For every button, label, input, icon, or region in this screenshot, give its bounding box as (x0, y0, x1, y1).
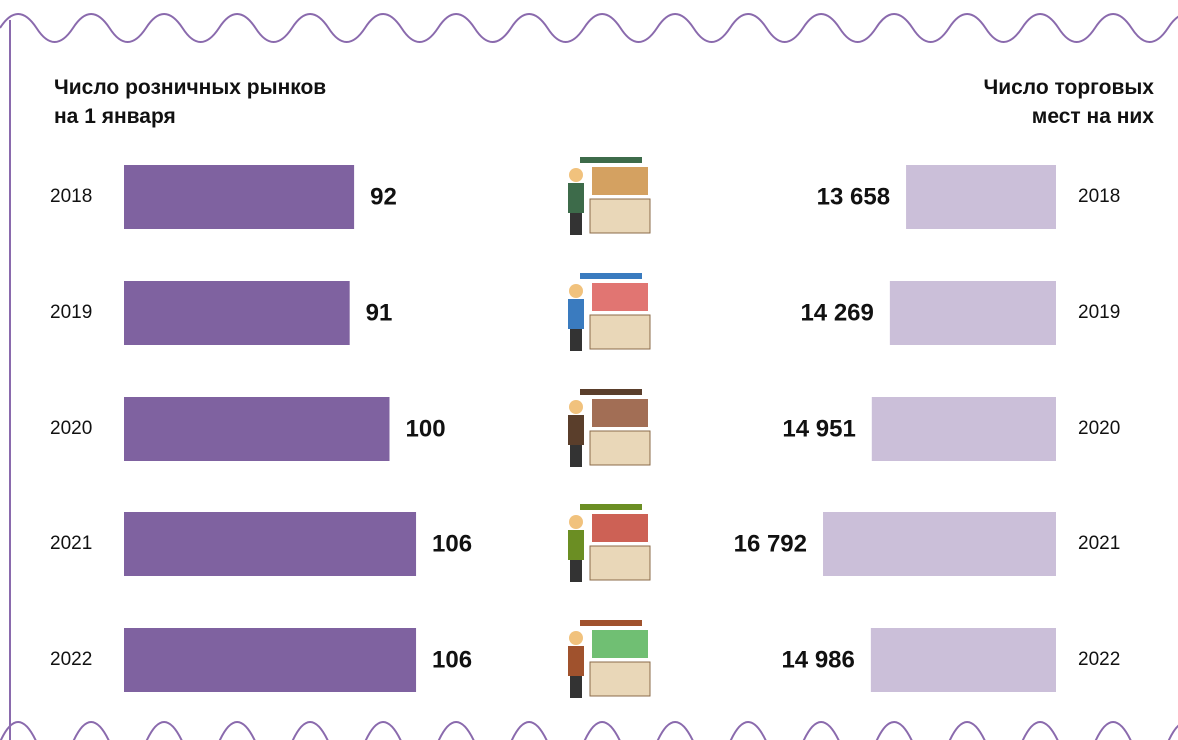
year-label: 2019 (50, 302, 92, 323)
icon-counter (589, 314, 651, 350)
icon-roof (580, 389, 642, 395)
year-label: 2021 (1078, 533, 1120, 554)
bottom-wave (0, 721, 1178, 740)
icon-body (568, 183, 584, 213)
bar (870, 628, 1056, 692)
stall-icon (568, 157, 651, 235)
bar (124, 281, 350, 345)
left-title: Число розничных рынков на 1 января (54, 76, 327, 128)
icon-counter (589, 198, 651, 234)
icon-roof (580, 157, 642, 163)
icon-body (568, 299, 584, 329)
icon-legs (570, 676, 582, 698)
year-label: 2018 (1078, 186, 1120, 207)
icon-body (568, 530, 584, 560)
bar (124, 628, 417, 692)
bar (823, 512, 1056, 576)
icon-shelf (592, 630, 648, 658)
year-label: 2022 (50, 649, 92, 670)
bar (124, 165, 355, 229)
value-label: 91 (366, 299, 393, 326)
icon-counter (589, 545, 651, 581)
icon-shelf (592, 514, 648, 542)
icon-body (568, 415, 584, 445)
stall-icon (568, 620, 651, 698)
year-label: 2022 (1078, 649, 1120, 670)
icon-head (569, 400, 583, 414)
icon-head (569, 631, 583, 645)
year-label: 2020 (1078, 418, 1120, 439)
value-label: 100 (406, 415, 446, 442)
top-wave (0, 13, 1178, 43)
year-label: 2020 (50, 418, 92, 439)
icon-shelf (592, 399, 648, 427)
bar (906, 165, 1056, 229)
icon-legs (570, 560, 582, 582)
icon-shelf (592, 283, 648, 311)
icon-legs (570, 445, 582, 467)
icon-legs (570, 329, 582, 351)
value-label: 14 986 (781, 646, 854, 673)
stall-icon (568, 273, 651, 351)
bar (871, 397, 1056, 461)
stall-icon (568, 389, 651, 467)
value-label: 13 658 (817, 183, 890, 210)
bar (124, 397, 390, 461)
icon-head (569, 515, 583, 529)
icon-roof (580, 620, 642, 626)
bar (889, 281, 1056, 345)
icon-head (569, 168, 583, 182)
right-title: Число торговых мест на них (983, 76, 1154, 128)
value-label: 106 (432, 530, 472, 557)
icon-shelf (592, 167, 648, 195)
value-label: 106 (432, 646, 472, 673)
year-label: 2021 (50, 533, 92, 554)
icon-legs (570, 213, 582, 235)
value-label: 14 951 (782, 415, 855, 442)
icon-body (568, 646, 584, 676)
icon-counter (589, 661, 651, 697)
icon-roof (580, 504, 642, 510)
year-label: 2018 (50, 186, 92, 207)
icon-counter (589, 430, 651, 466)
icon-roof (580, 273, 642, 279)
year-label: 2019 (1078, 302, 1120, 323)
bar (124, 512, 417, 576)
icon-head (569, 284, 583, 298)
value-label: 92 (370, 183, 397, 210)
stall-icon (568, 504, 651, 582)
value-label: 14 269 (800, 299, 873, 326)
value-label: 16 792 (734, 530, 807, 557)
